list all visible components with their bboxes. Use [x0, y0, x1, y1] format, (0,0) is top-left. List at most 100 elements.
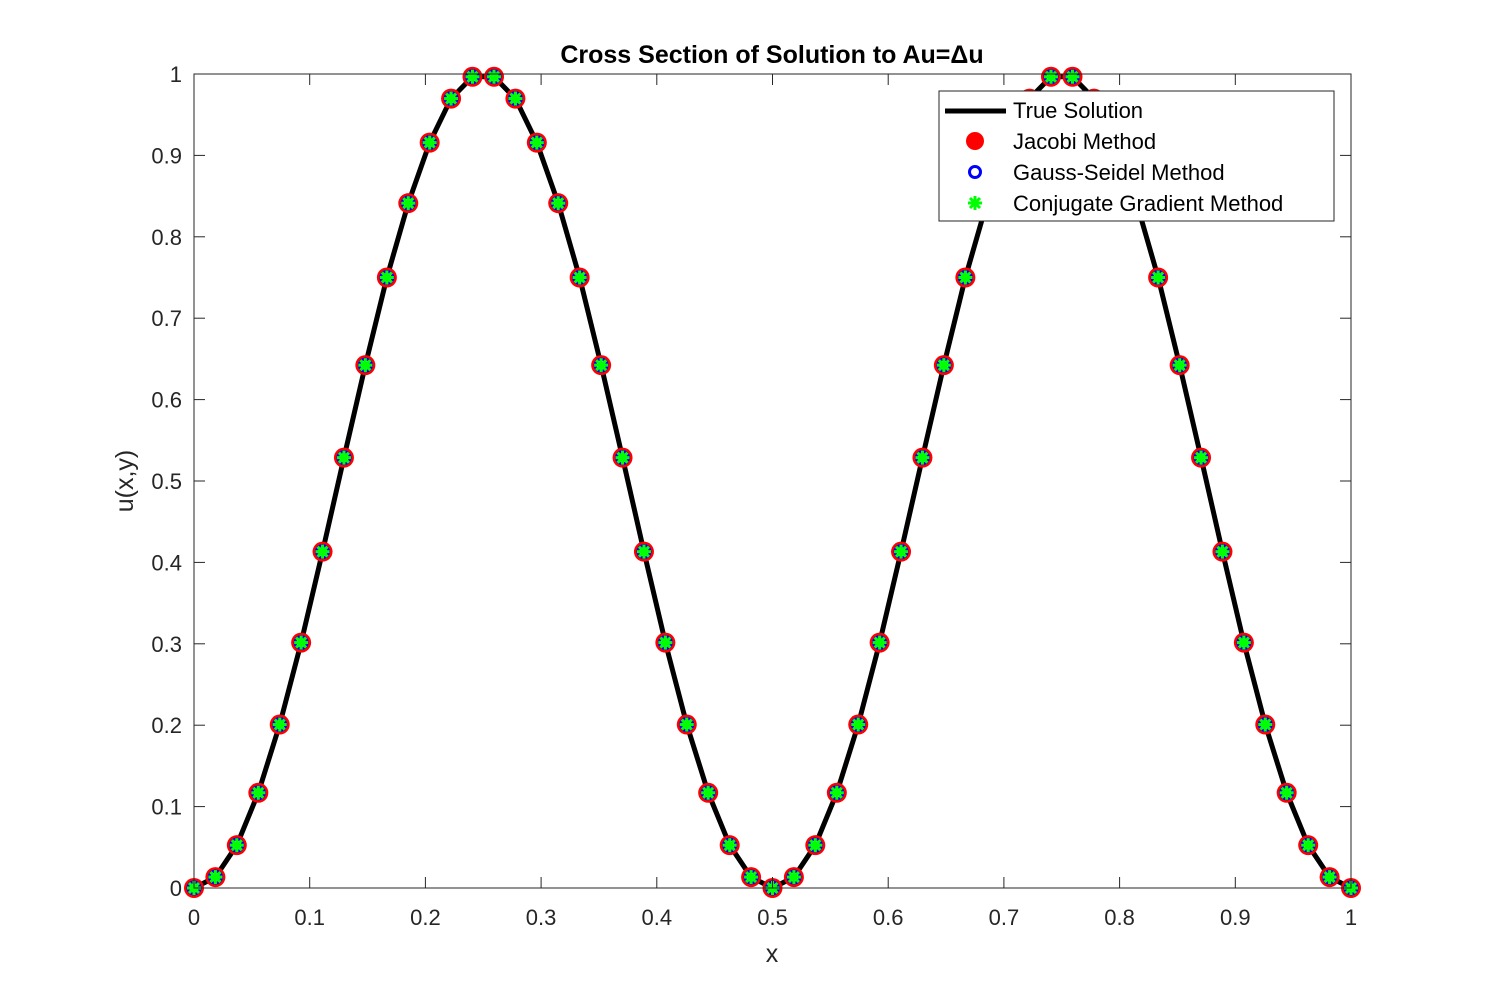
x-tick-label: 0.9 [1220, 905, 1251, 930]
conjugate-gradient-point [422, 135, 437, 150]
conjugate-gradient-point [572, 270, 587, 285]
x-tick-label: 0.5 [757, 905, 788, 930]
data-point-16 [526, 132, 547, 153]
data-point-9 [376, 267, 397, 288]
conjugate-gradient-point [894, 544, 909, 559]
y-tick-label: 1 [170, 62, 182, 87]
conjugate-gradient-point [786, 870, 801, 885]
data-point-20 [612, 447, 633, 468]
conjugate-gradient-point [444, 91, 459, 106]
data-point-19 [591, 355, 612, 376]
conjugate-gradient-point [808, 838, 823, 853]
data-point-8 [355, 355, 376, 376]
data-point-47 [1191, 447, 1212, 468]
data-point-51 [1276, 782, 1297, 803]
data-point-1 [205, 867, 226, 888]
legend-jacobi-label: Jacobi Method [1013, 129, 1156, 154]
x-tick-label: 0.2 [410, 905, 441, 930]
y-tick-label: 0.9 [151, 143, 182, 168]
conjugate-gradient-point [336, 450, 351, 465]
conjugate-gradient-point [851, 717, 866, 732]
data-point-32 [869, 632, 890, 653]
conjugate-gradient-point [722, 838, 737, 853]
y-tick-label: 0.7 [151, 306, 182, 331]
conjugate-gradient-point [229, 838, 244, 853]
conjugate-gradient-point [1172, 358, 1187, 373]
conjugate-gradient-point [1043, 69, 1058, 84]
y-axis-label: u(x,y) [111, 450, 139, 513]
conjugate-gradient-point [1322, 870, 1337, 885]
x-tick-label: 0.1 [294, 905, 325, 930]
data-point-41 [1062, 66, 1083, 87]
data-point-11 [419, 132, 440, 153]
y-tick-label: 0.5 [151, 469, 182, 494]
y-tick-label: 0.2 [151, 713, 182, 738]
conjugate-gradient-point [487, 69, 502, 84]
data-point-29 [805, 835, 826, 856]
conjugate-gradient-point [872, 635, 887, 650]
data-point-34 [912, 447, 933, 468]
conjugate-gradient-point [208, 870, 223, 885]
data-point-14 [484, 66, 505, 87]
conjugate-gradient-point [958, 270, 973, 285]
conjugate-gradient-point [401, 196, 416, 211]
legend-conjugate-gradient-marker [968, 196, 982, 210]
data-point-53 [1319, 867, 1340, 888]
conjugate-gradient-point [508, 91, 523, 106]
conjugate-gradient-point [315, 544, 330, 559]
data-point-50 [1255, 714, 1276, 735]
chart-title: Cross Section of Solution to Au=Δu [560, 41, 983, 69]
y-tick-label: 0 [170, 876, 182, 901]
conjugate-gradient-point [615, 450, 630, 465]
conjugate-gradient-point [529, 135, 544, 150]
x-axis-label: x [766, 940, 779, 968]
data-point-3 [248, 782, 269, 803]
conjugate-gradient-point [465, 69, 480, 84]
data-point-12 [441, 88, 462, 109]
x-axis-ticks: 0 0.1 0.2 0.3 0.4 0.5 0.6 0.7 0.8 0.9 1 [188, 74, 1357, 930]
y-tick-label: 0.1 [151, 795, 182, 820]
data-point-52 [1298, 835, 1319, 856]
data-point-30 [826, 782, 847, 803]
conjugate-gradient-point [1301, 838, 1316, 853]
y-axis-ticks: 0 0.1 0.2 0.3 0.4 0.5 0.6 0.7 0.8 0.9 1 [151, 62, 1351, 901]
conjugate-gradient-point [1279, 785, 1294, 800]
data-point-23 [676, 714, 697, 735]
conjugate-gradient-point [829, 785, 844, 800]
legend-gauss-seidel-marker [968, 165, 982, 179]
data-point-17 [548, 193, 569, 214]
data-point-22 [655, 632, 676, 653]
x-tick-label: 1 [1345, 905, 1357, 930]
data-point-5 [291, 632, 312, 653]
conjugate-gradient-point [1236, 635, 1251, 650]
conjugate-gradient-point [636, 544, 651, 559]
data-point-33 [891, 541, 912, 562]
legend-conjugate-gradient-label: Conjugate Gradient Method [1013, 191, 1283, 216]
conjugate-gradient-point [679, 717, 694, 732]
legend: True Solution Jacobi Method Gauss-Seidel… [938, 90, 1335, 222]
conjugate-gradient-point [1151, 270, 1166, 285]
conjugate-gradient-point [1215, 544, 1230, 559]
conjugate-gradient-point [658, 635, 673, 650]
data-point-13 [462, 66, 483, 87]
y-tick-label: 0.3 [151, 632, 182, 657]
conjugate-gradient-point [358, 358, 373, 373]
data-point-26 [741, 867, 762, 888]
conjugate-gradient-point [1194, 450, 1209, 465]
data-point-15 [505, 88, 526, 109]
conjugate-gradient-point [379, 270, 394, 285]
data-point-10 [398, 193, 419, 214]
conjugate-gradient-point [594, 358, 609, 373]
conjugate-gradient-point [701, 785, 716, 800]
data-point-28 [783, 867, 804, 888]
x-tick-label: 0.7 [989, 905, 1020, 930]
conjugate-gradient-point [1258, 717, 1273, 732]
x-tick-label: 0.8 [1104, 905, 1135, 930]
x-tick-label: 0.6 [873, 905, 904, 930]
conjugate-gradient-point [294, 635, 309, 650]
conjugate-gradient-point [915, 450, 930, 465]
data-point-36 [955, 267, 976, 288]
x-tick-label: 0.3 [526, 905, 557, 930]
